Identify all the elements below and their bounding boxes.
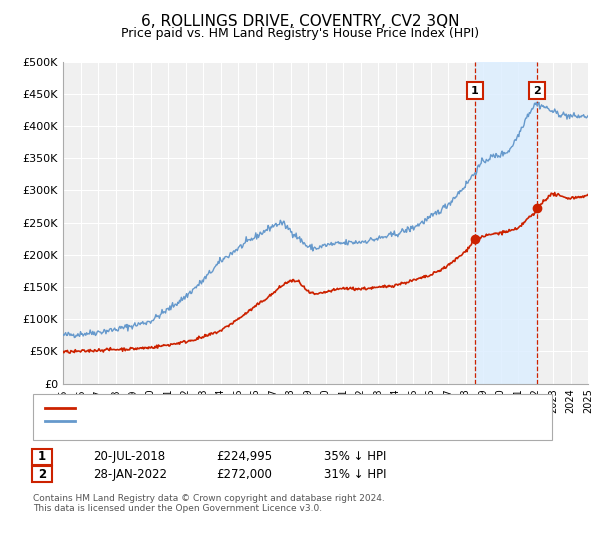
Text: 2: 2 [533, 86, 541, 96]
Text: 1: 1 [38, 450, 46, 464]
Text: £272,000: £272,000 [216, 468, 272, 481]
Text: 35% ↓ HPI: 35% ↓ HPI [324, 450, 386, 464]
Text: Contains HM Land Registry data © Crown copyright and database right 2024.
This d: Contains HM Land Registry data © Crown c… [33, 494, 385, 514]
Text: 20-JUL-2018: 20-JUL-2018 [93, 450, 165, 464]
Bar [475, 62, 537, 384]
Text: Price paid vs. HM Land Registry's House Price Index (HPI): Price paid vs. HM Land Registry's House … [121, 27, 479, 40]
Text: 2: 2 [38, 468, 46, 481]
Text: HPI: Average price, detached house, Coventry: HPI: Average price, detached house, Cove… [81, 416, 338, 426]
Text: £224,995: £224,995 [216, 450, 272, 464]
Text: 28-JAN-2022: 28-JAN-2022 [93, 468, 167, 481]
Text: 6, ROLLINGS DRIVE, COVENTRY, CV2 3QN (detached house): 6, ROLLINGS DRIVE, COVENTRY, CV2 3QN (de… [81, 403, 415, 413]
Text: 6, ROLLINGS DRIVE, COVENTRY, CV2 3QN: 6, ROLLINGS DRIVE, COVENTRY, CV2 3QN [141, 14, 459, 29]
Text: 1: 1 [471, 86, 479, 96]
Text: 31% ↓ HPI: 31% ↓ HPI [324, 468, 386, 481]
